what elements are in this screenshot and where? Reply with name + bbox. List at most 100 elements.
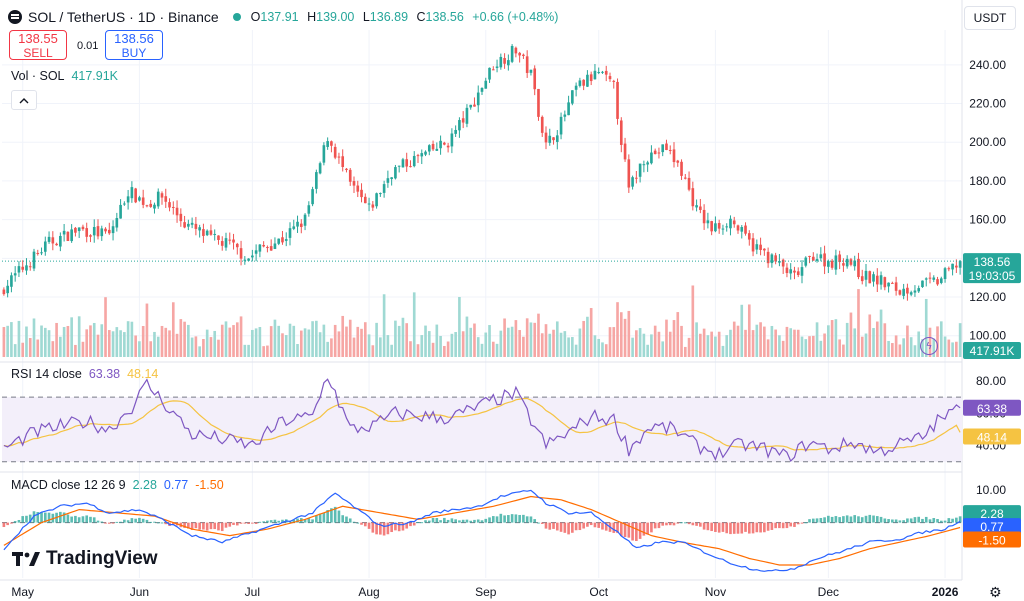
last-price-badge-countdown: 19:03:05 bbox=[969, 269, 1016, 283]
macd-histogram-bar bbox=[13, 521, 17, 523]
macd-histogram-bar bbox=[909, 518, 913, 523]
volume-bar bbox=[318, 332, 322, 357]
collapse-legend-button[interactable] bbox=[11, 90, 37, 110]
candle-body bbox=[77, 227, 81, 232]
volume-bar bbox=[537, 313, 540, 357]
candle-body bbox=[736, 225, 740, 231]
candle-body bbox=[582, 79, 585, 86]
macd-histogram-bar bbox=[834, 516, 838, 523]
volume-bar bbox=[375, 322, 378, 357]
candle-body bbox=[555, 135, 559, 142]
volume-bar bbox=[917, 331, 921, 357]
candle-body bbox=[838, 254, 841, 263]
macd-histogram-bar bbox=[616, 522, 619, 534]
candle-body bbox=[345, 168, 348, 171]
macd-histogram-bar bbox=[646, 522, 649, 535]
volume-bar bbox=[431, 342, 435, 357]
macd-histogram-bar bbox=[563, 522, 567, 533]
volume-bar bbox=[936, 326, 939, 357]
rsi-band-fill bbox=[2, 397, 962, 462]
macd-histogram-bar bbox=[262, 521, 265, 523]
volume-bar bbox=[469, 327, 473, 357]
macd-histogram-bar bbox=[631, 522, 634, 541]
macd-histogram-bar bbox=[770, 522, 774, 530]
currency-selector[interactable]: USDT bbox=[964, 6, 1016, 30]
macd-histogram-bar bbox=[43, 512, 47, 523]
symbol-title[interactable]: SOL / TetherUS · 1D · Binance bbox=[28, 9, 219, 25]
candle-body bbox=[254, 250, 258, 254]
volume-bar bbox=[341, 315, 345, 357]
price-axis[interactable]: 240.00220.00200.00180.00160.00140.00120.… bbox=[969, 58, 1006, 343]
candle-body bbox=[318, 163, 322, 174]
time-axis[interactable]: May Jun Jul Aug Sep Oct Nov Dec 2026 bbox=[11, 585, 958, 599]
buy-price: 138.56 bbox=[114, 31, 154, 46]
candle-body bbox=[104, 228, 107, 232]
volume-bar bbox=[491, 341, 495, 357]
tradingview-logo-icon bbox=[12, 552, 40, 566]
candle-body bbox=[360, 189, 363, 198]
macd-histogram-bar bbox=[209, 522, 213, 530]
volume-bar bbox=[345, 326, 348, 357]
tradingview-logo[interactable]: TradingView bbox=[12, 548, 158, 570]
volume-bar bbox=[454, 332, 457, 357]
time-tick-label: Dec bbox=[818, 585, 839, 599]
macd-histogram-bar bbox=[559, 522, 563, 532]
macd-histogram-bar bbox=[454, 519, 457, 523]
candle-body bbox=[623, 143, 627, 160]
macd-histogram-bar bbox=[544, 522, 548, 529]
macd-histogram-bar bbox=[296, 518, 299, 523]
candle-body bbox=[251, 255, 254, 258]
candle-body bbox=[443, 142, 446, 145]
volume-bar bbox=[894, 335, 898, 357]
time-tick-label: Jul bbox=[245, 585, 260, 599]
macd-histogram-bar bbox=[665, 522, 668, 526]
macd-histogram-bar bbox=[710, 522, 713, 532]
candle-body bbox=[55, 243, 58, 246]
macd-histogram-bar bbox=[337, 510, 341, 523]
volume-bar bbox=[947, 339, 951, 357]
macd-histogram-bar bbox=[360, 522, 363, 525]
volume-bar bbox=[352, 337, 356, 357]
alert-bolt-icon[interactable]: ϟ bbox=[920, 337, 938, 355]
macd-histogram-bar bbox=[540, 522, 544, 524]
volume-bar bbox=[363, 322, 367, 357]
volume-bar bbox=[823, 333, 826, 357]
candle-body bbox=[702, 209, 706, 224]
sell-button[interactable]: 138.55 SELL bbox=[9, 30, 67, 60]
candle-body bbox=[36, 252, 40, 254]
volume-bar bbox=[830, 320, 834, 357]
volume-bar bbox=[879, 309, 883, 357]
volume-bars bbox=[2, 285, 962, 357]
time-tick-label: 2026 bbox=[932, 585, 959, 599]
candle-body bbox=[751, 238, 755, 252]
buy-button[interactable]: 138.56 BUY bbox=[105, 30, 163, 60]
chevron-up-icon bbox=[19, 97, 29, 103]
candle-body bbox=[194, 223, 198, 229]
candle-body bbox=[755, 244, 759, 250]
macd-histogram-bar bbox=[25, 515, 28, 523]
volume-bar bbox=[397, 325, 401, 357]
macd-histogram-bar bbox=[699, 522, 702, 527]
macd-pane[interactable]: 10.000.00 bbox=[2, 483, 1006, 572]
macd-histogram-bar bbox=[266, 520, 269, 523]
macd-histogram-bar bbox=[224, 522, 228, 528]
settings-gear-icon[interactable]: ⚙ bbox=[989, 584, 1002, 600]
candle-body bbox=[672, 149, 676, 163]
macd-histogram-bar bbox=[390, 522, 393, 533]
volume-bar bbox=[842, 344, 845, 357]
volume-bar bbox=[522, 336, 525, 357]
candle-body bbox=[450, 133, 454, 147]
candle-body bbox=[691, 188, 695, 207]
time-tick-label: Sep bbox=[475, 585, 497, 599]
macd-histogram-bar bbox=[951, 518, 954, 523]
candle-body bbox=[25, 265, 28, 271]
candle-body bbox=[540, 116, 544, 133]
volume-bar bbox=[13, 344, 17, 357]
volume-bar bbox=[898, 344, 902, 357]
volume-bar bbox=[262, 346, 265, 357]
volume-bar bbox=[593, 335, 597, 357]
macd-histogram-bar bbox=[872, 515, 875, 523]
macd-histogram-bar bbox=[612, 522, 616, 533]
